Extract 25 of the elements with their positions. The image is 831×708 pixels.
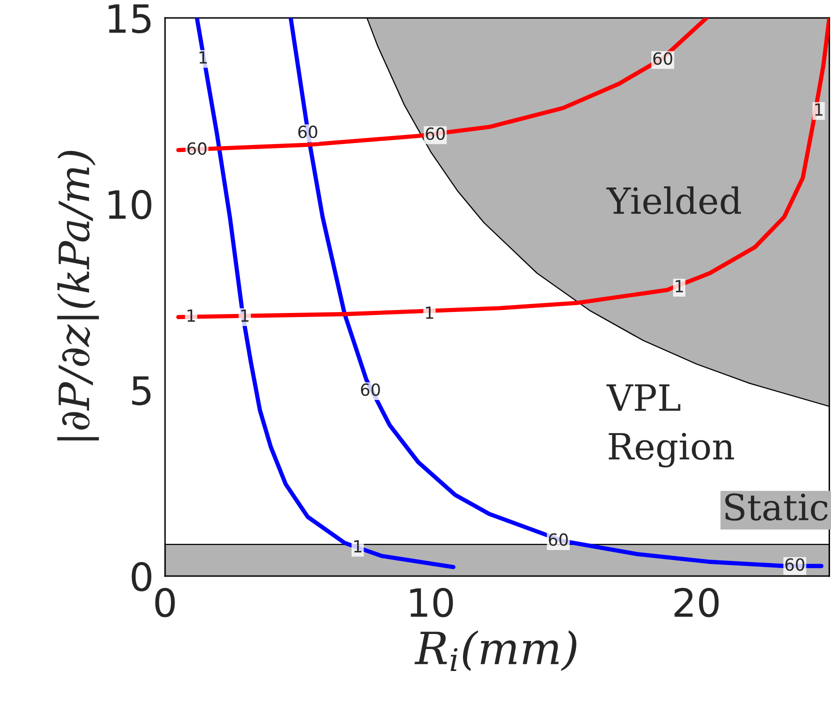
annotation: 60: [548, 533, 568, 546]
y-axis-title: |∂P/∂z|(kPa/m): [57, 150, 99, 440]
annotation: Yielded: [606, 186, 742, 214]
annotation: 1: [676, 280, 683, 292]
band-label: Static: [725, 493, 828, 521]
annotation: 60: [785, 558, 804, 571]
annotation: 60: [361, 383, 380, 396]
annotation: 1: [200, 51, 207, 64]
annotation: 60: [298, 126, 318, 138]
x-tick-label: 0: [155, 588, 175, 618]
x-tick-label: 10: [410, 588, 453, 618]
annotation: 1: [354, 540, 362, 552]
annotation: 1: [815, 103, 822, 116]
annotation: 1: [426, 306, 434, 319]
annotation: VPL Region: [606, 384, 734, 468]
y-tick-label: 0: [132, 562, 152, 592]
annotation: 60: [426, 127, 445, 140]
annotation: 60: [653, 52, 672, 65]
y-tick-label: 5: [132, 376, 151, 406]
y-tick-label: 10: [108, 190, 152, 220]
annotation: 1: [188, 310, 195, 322]
x-tick-label: 20: [674, 588, 719, 618]
annotation: 60: [187, 142, 206, 155]
y-tick-label: 15: [108, 4, 151, 34]
x-axis-title: R$_{i}$(mm): [414, 630, 576, 672]
